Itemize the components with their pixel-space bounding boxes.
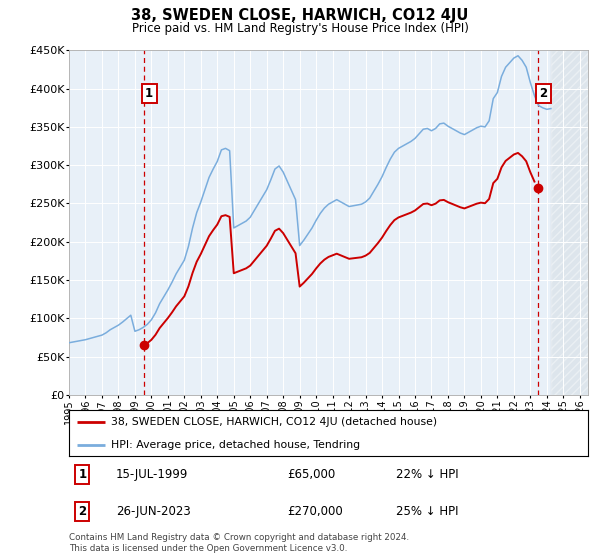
Bar: [551, 50, 588, 395]
Text: 1: 1: [145, 87, 153, 100]
Text: 15-JUL-1999: 15-JUL-1999: [116, 468, 188, 481]
Text: 22% ↓ HPI: 22% ↓ HPI: [396, 468, 458, 481]
Text: 25% ↓ HPI: 25% ↓ HPI: [396, 505, 458, 518]
Bar: [551, 50, 588, 395]
Text: 26-JUN-2023: 26-JUN-2023: [116, 505, 190, 518]
Text: Price paid vs. HM Land Registry's House Price Index (HPI): Price paid vs. HM Land Registry's House …: [131, 22, 469, 35]
Text: £65,000: £65,000: [287, 468, 335, 481]
Text: 2: 2: [79, 505, 86, 518]
Text: £270,000: £270,000: [287, 505, 343, 518]
Text: 38, SWEDEN CLOSE, HARWICH, CO12 4JU: 38, SWEDEN CLOSE, HARWICH, CO12 4JU: [131, 8, 469, 24]
Text: HPI: Average price, detached house, Tendring: HPI: Average price, detached house, Tend…: [110, 440, 359, 450]
Text: 38, SWEDEN CLOSE, HARWICH, CO12 4JU (detached house): 38, SWEDEN CLOSE, HARWICH, CO12 4JU (det…: [110, 417, 437, 427]
Text: Contains HM Land Registry data © Crown copyright and database right 2024.
This d: Contains HM Land Registry data © Crown c…: [69, 533, 409, 553]
Text: 2: 2: [539, 87, 548, 100]
Text: 1: 1: [79, 468, 86, 481]
